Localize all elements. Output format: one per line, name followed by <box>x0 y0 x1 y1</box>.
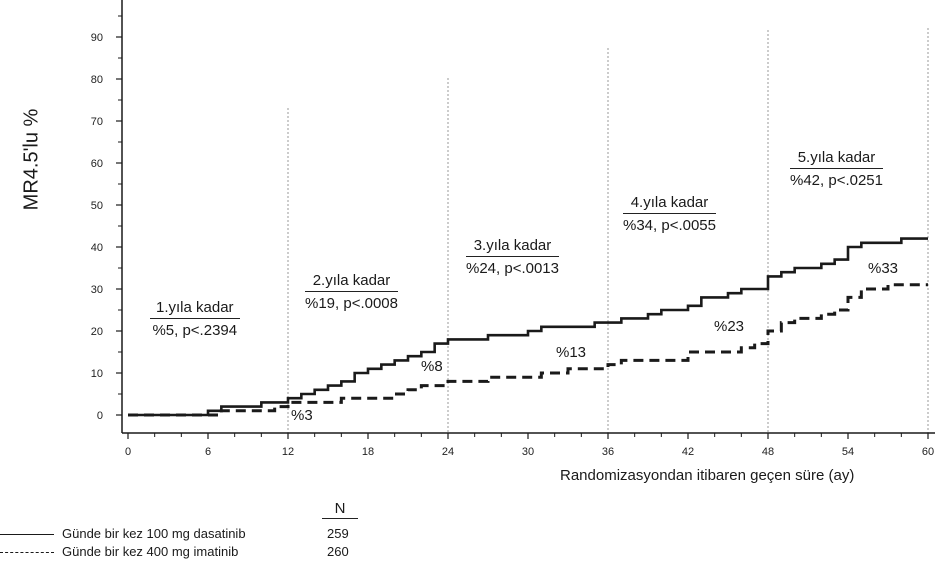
y-tick-label: 80 <box>91 74 103 86</box>
imatinib-label-2: %8 <box>421 358 443 375</box>
period-title: 5.yıla kadar <box>790 149 883 169</box>
legend-n-value: 259 <box>327 526 349 541</box>
legend: N Günde bir kez 100 mg dasatinib 259 Gün… <box>0 498 420 564</box>
y-tick-label: 50 <box>91 200 103 212</box>
y-tick-label: 0 <box>97 410 103 422</box>
legend-item-dasatinib: Günde bir kez 100 mg dasatinib 259 <box>0 526 420 544</box>
x-tick-label: 36 <box>602 446 614 458</box>
axes: 0 10 20 30 40 50 60 70 80 90 0 6 12 18 24 30 36 42 48 54 60 <box>91 0 935 458</box>
legend-n-value: 260 <box>327 544 349 559</box>
x-tick-label: 12 <box>282 446 294 458</box>
x-tick-label: 48 <box>762 446 774 458</box>
x-tick-label: 54 <box>842 446 854 458</box>
y-tick-label: 90 <box>91 32 103 44</box>
imatinib-label-3: %13 <box>556 344 587 361</box>
series-lines <box>128 237 928 417</box>
x-tick-label: 0 <box>125 446 131 458</box>
legend-item-imatinib: Günde bir kez 400 mg imatinib 260 <box>0 544 420 562</box>
x-tick-label: 42 <box>682 446 694 458</box>
y-tick-label: 10 <box>91 368 103 380</box>
y-tick-label: 60 <box>91 158 103 170</box>
legend-n-header: N <box>322 500 358 519</box>
imatinib-line <box>128 283 928 417</box>
imatinib-label-1: %3 <box>291 407 313 424</box>
period-title: 4.yıla kadar <box>623 194 716 214</box>
x-tick-label: 60 <box>922 446 934 458</box>
x-tick-label: 6 <box>205 446 211 458</box>
period-title: 2.yıla kadar <box>305 272 398 292</box>
y-tick-label: 20 <box>91 326 103 338</box>
legend-label: Günde bir kez 100 mg dasatinib <box>62 526 246 541</box>
period-stat: %19, p<.0008 <box>305 295 398 312</box>
period-annotation-2: 2.yıla kadar %19, p<.0008 <box>305 272 398 312</box>
y-axis-label: MR4.5'lu % <box>20 108 43 211</box>
x-tick-label: 24 <box>442 446 454 458</box>
dasatinib-line <box>128 237 928 417</box>
period-marker-lines <box>287 28 929 433</box>
period-annotation-5: 5.yıla kadar %42, p<.0251 <box>790 149 883 189</box>
period-stat: %34, p<.0055 <box>623 217 716 234</box>
x-axis-label: Randomizasyondan itibaren geçen süre (ay… <box>560 467 855 484</box>
legend-label: Günde bir kez 400 mg imatinib <box>62 544 239 559</box>
dashed-line-swatch <box>0 552 54 553</box>
x-tick-label: 30 <box>522 446 534 458</box>
period-stat: %42, p<.0251 <box>790 172 883 189</box>
period-annotation-1: 1.yıla kadar %5, p<.2394 <box>150 299 240 339</box>
imatinib-label-5: %33 <box>868 260 899 277</box>
y-tick-label: 30 <box>91 284 103 296</box>
period-title: 3.yıla kadar <box>466 237 559 257</box>
y-tick-label: 70 <box>91 116 103 128</box>
x-tick-label: 18 <box>362 446 374 458</box>
y-tick-label: 40 <box>91 242 103 254</box>
solid-line-swatch <box>0 534 54 535</box>
period-title: 1.yıla kadar <box>150 299 240 319</box>
period-stat: %24, p<.0013 <box>466 260 559 277</box>
period-annotation-3: 3.yıla kadar %24, p<.0013 <box>466 237 559 277</box>
period-stat: %5, p<.2394 <box>152 322 238 339</box>
imatinib-label-4: %23 <box>714 318 745 335</box>
period-annotation-4: 4.yıla kadar %34, p<.0055 <box>623 194 716 234</box>
